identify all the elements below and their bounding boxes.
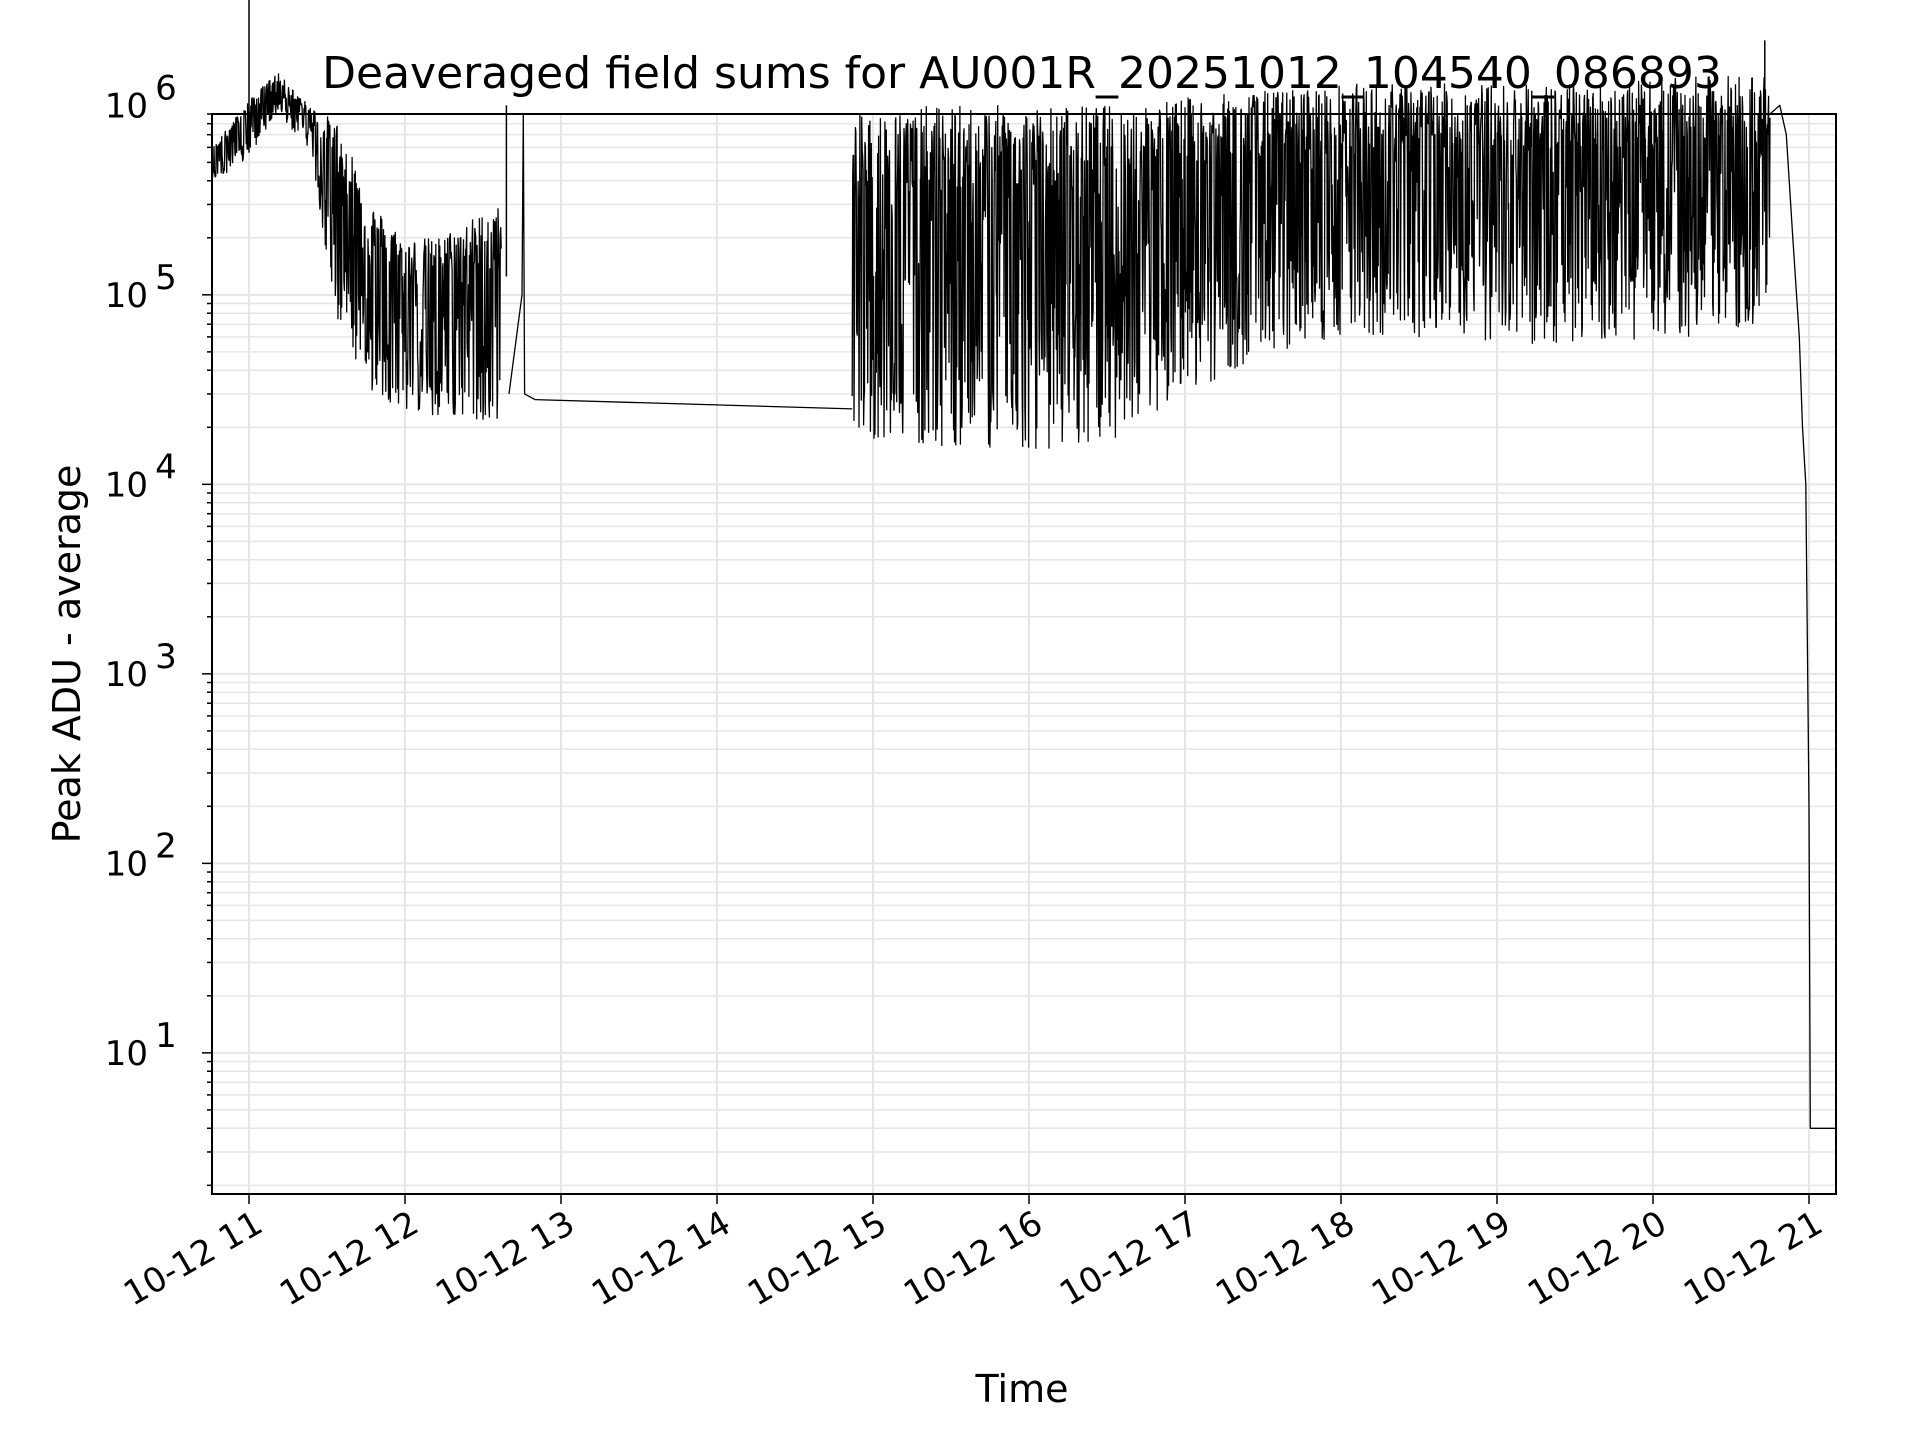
series [211,0,1835,1129]
plot-frame [211,113,1837,1195]
y-tick-label: 10 [105,844,148,884]
series-line [851,75,1771,449]
y-tick-exponent: 3 [155,637,177,677]
y-tick-label: 10 [105,1034,148,1074]
y-axis-label: Peak ADU - average [45,465,89,844]
y-tick-label: 10 [105,465,148,505]
series-line [211,73,502,420]
series-line [1769,104,1835,1129]
x-axis-label: Time [975,1367,1069,1411]
y-tick-exponent: 2 [155,826,177,866]
y-tick-exponent: 6 [155,68,177,108]
y-tick-label: 10 [105,276,148,316]
y-tick-label: 10 [105,655,148,695]
y-tick-exponent: 1 [155,1016,177,1056]
y-tick-label: 10 [105,86,148,126]
chart-title: Deaveraged field sums for AU001R_2025101… [322,48,1722,99]
y-tick-exponent: 5 [155,258,177,298]
series-line [534,398,853,410]
y-tick-exponent: 4 [155,447,177,487]
